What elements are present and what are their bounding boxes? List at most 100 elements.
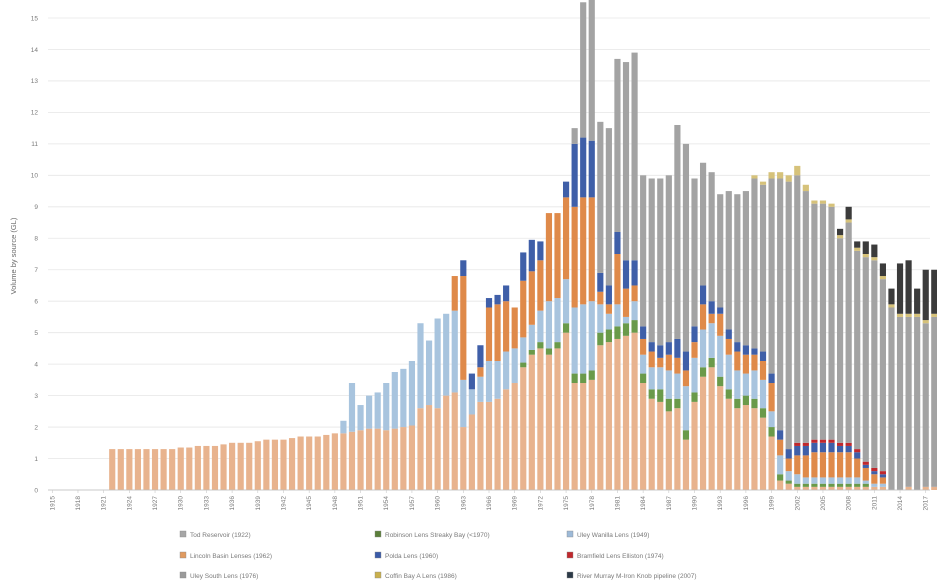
bar-segment [717, 376, 724, 387]
bar-segment [811, 483, 818, 487]
bar-segment [811, 477, 818, 484]
bar-segment [785, 483, 792, 490]
bar-segment [520, 280, 527, 338]
bar-segment [545, 301, 553, 349]
bar-segment [674, 408, 681, 490]
bar-segment [759, 379, 767, 409]
bar-segment [837, 445, 844, 453]
bar-segment [571, 373, 578, 384]
bar-segment [717, 335, 724, 377]
bar-segment [811, 486, 818, 490]
bar-segment [931, 313, 937, 317]
bar-segment [657, 357, 664, 368]
bar-segment [777, 178, 784, 431]
bar-segment [896, 316, 904, 490]
bar-segment [828, 442, 835, 453]
bar-segment [460, 276, 467, 380]
bar-segment [819, 203, 827, 440]
bar-segment [211, 445, 219, 490]
bar-segment [751, 178, 758, 349]
bar-segment [323, 434, 330, 490]
bar-segment [768, 383, 775, 412]
bar-segment [580, 137, 587, 198]
bar-segment [691, 342, 698, 358]
x-tick-label: 1978 [589, 496, 596, 511]
legend-swatch [566, 551, 574, 559]
bar-segment [871, 257, 878, 261]
bar-segment [862, 486, 869, 490]
bar-segment [819, 439, 827, 443]
bar-segment [682, 430, 690, 440]
legend-swatch [566, 571, 574, 579]
x-tick-label: 1942 [280, 496, 287, 511]
bar-segment [768, 436, 775, 490]
bar-segment [837, 442, 844, 446]
bar-segment [614, 338, 621, 490]
bar-segment [622, 288, 630, 317]
bar-segment [494, 294, 501, 305]
bar-segment [922, 486, 929, 490]
legend-label: River Murray M-Iron Knob pipeline (2007) [577, 573, 697, 580]
bar-segment [648, 367, 655, 390]
bar-segment [503, 351, 510, 390]
bar-segment [828, 477, 835, 484]
bar-segment [537, 348, 544, 490]
bar-segment [682, 143, 690, 352]
bar-segment [931, 486, 937, 490]
bar-segment [520, 337, 527, 363]
bar-segment [331, 433, 338, 490]
bar-segment [751, 398, 758, 409]
bar-segment [562, 332, 570, 490]
bar-segment [597, 304, 604, 333]
bar-segment [751, 370, 758, 399]
bar-segment [785, 458, 792, 472]
bar-segment [854, 483, 861, 487]
bar-segment [777, 480, 784, 490]
x-tick-label: 1918 [75, 496, 82, 511]
bar-segment [879, 263, 886, 277]
bar-segment [665, 342, 672, 355]
bar-segment [828, 483, 835, 487]
bar-segment [554, 342, 561, 349]
bar-segment [597, 332, 604, 346]
bar-segment [580, 373, 587, 384]
bar-segment [725, 398, 732, 490]
bar-segment [237, 442, 244, 490]
bar-segment [648, 351, 655, 368]
y-axis-title: Volume by source (GL) [9, 217, 18, 294]
bar-segment [819, 477, 827, 484]
x-tick-label: 1972 [537, 496, 544, 511]
bar-segment [545, 348, 553, 355]
bar-segment [871, 244, 878, 258]
bar-segment [717, 307, 724, 314]
bar-segment [640, 338, 647, 355]
bar-segment [837, 452, 844, 478]
bar-segment [588, 197, 595, 302]
bar-segment [246, 442, 253, 490]
bar-segment [905, 316, 912, 487]
bar-segment [742, 395, 749, 406]
bar-segment [520, 252, 527, 281]
bar-segment [485, 307, 493, 361]
bar-segment [811, 203, 818, 440]
bar-segment [862, 467, 869, 481]
bar-segment [862, 483, 869, 487]
bar-segment [717, 194, 724, 308]
bar-segment [374, 392, 381, 429]
x-tick-label: 1951 [358, 496, 365, 511]
bar-segment [485, 360, 493, 402]
bar-segment [871, 483, 878, 487]
x-tick-label: 1921 [101, 496, 108, 511]
bar-segment [717, 313, 724, 336]
bar-segment [768, 411, 775, 428]
bar-segment [280, 439, 287, 490]
bar-segment [494, 360, 501, 399]
y-tick-label: 3 [34, 393, 38, 400]
bar-segment [854, 241, 861, 248]
x-tick-label: 1924 [126, 496, 133, 511]
bar-segment [408, 360, 416, 426]
bar-segment [828, 206, 835, 440]
bar-segment [734, 342, 741, 352]
bar-segment [794, 442, 801, 446]
